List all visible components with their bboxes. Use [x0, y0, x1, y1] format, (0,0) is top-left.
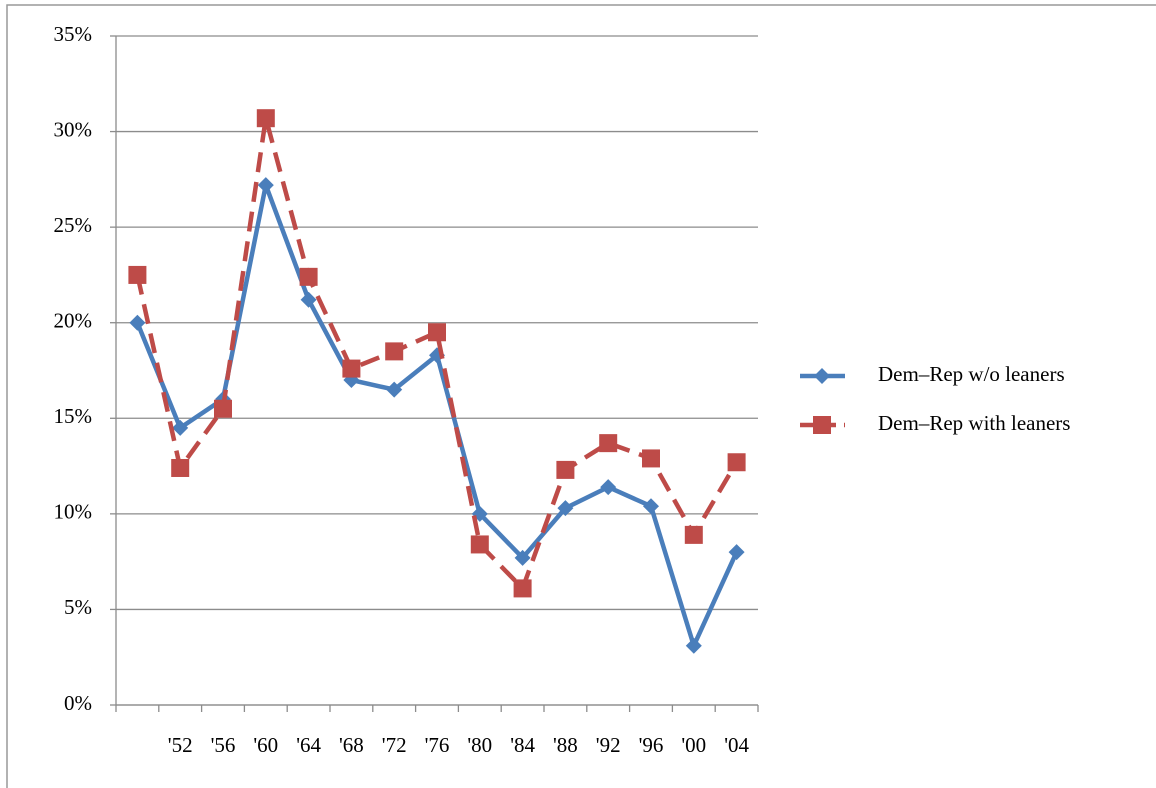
legend-label: Dem–Rep with leaners — [878, 411, 1070, 435]
data-point — [470, 535, 489, 554]
data-point — [171, 458, 190, 477]
x-tick-label: '92 — [596, 733, 621, 757]
data-point — [814, 368, 830, 384]
data-point — [556, 460, 575, 479]
x-tick-label: '52 — [168, 733, 193, 757]
y-tick-label: 30% — [54, 117, 93, 141]
x-tick-label: '04 — [724, 733, 749, 757]
x-tick-label: '72 — [382, 733, 407, 757]
y-tick-label: 20% — [54, 309, 93, 333]
x-tick-label: '88 — [553, 733, 578, 757]
x-tick-label: '60 — [253, 733, 278, 757]
data-point — [299, 267, 318, 286]
data-point — [300, 291, 317, 308]
x-tick-label: '96 — [639, 733, 664, 757]
data-point — [385, 342, 404, 361]
data-point — [599, 434, 618, 453]
data-point — [643, 498, 659, 515]
data-point — [557, 500, 574, 517]
x-tick-label: '76 — [425, 733, 450, 757]
data-point — [256, 109, 275, 128]
chart-frame — [6, 4, 1156, 788]
data-point — [685, 637, 702, 654]
y-tick-label: 35% — [54, 22, 93, 46]
data-point — [428, 323, 446, 342]
data-point — [728, 544, 745, 561]
data-point — [386, 381, 403, 398]
series-line — [135, 115, 739, 591]
x-tick-label: '00 — [681, 733, 706, 757]
x-tick-label: '84 — [510, 733, 535, 757]
y-tick-label: 10% — [54, 500, 93, 524]
y-tick-label: 0% — [64, 691, 92, 715]
data-point — [727, 453, 746, 472]
y-tick-label: 25% — [54, 213, 93, 237]
data-point — [513, 579, 532, 598]
data-point — [214, 399, 232, 418]
x-tick-label: '64 — [296, 733, 321, 757]
data-point — [600, 479, 617, 496]
data-point — [342, 359, 361, 378]
data-point — [813, 416, 831, 434]
data-point — [514, 549, 531, 566]
x-tick-label: '56 — [211, 733, 236, 757]
x-tick-label: '80 — [467, 733, 492, 757]
data-point — [129, 314, 146, 331]
data-point — [172, 419, 189, 436]
y-tick-label: 15% — [54, 404, 93, 428]
legend-label: Dem–Rep w/o leaners — [878, 362, 1065, 386]
data-point — [684, 525, 703, 544]
x-tick-label: '68 — [339, 733, 364, 757]
data-point — [642, 449, 660, 468]
y-tick-label: 5% — [64, 595, 92, 619]
data-point — [257, 177, 274, 194]
data-point — [128, 265, 147, 284]
